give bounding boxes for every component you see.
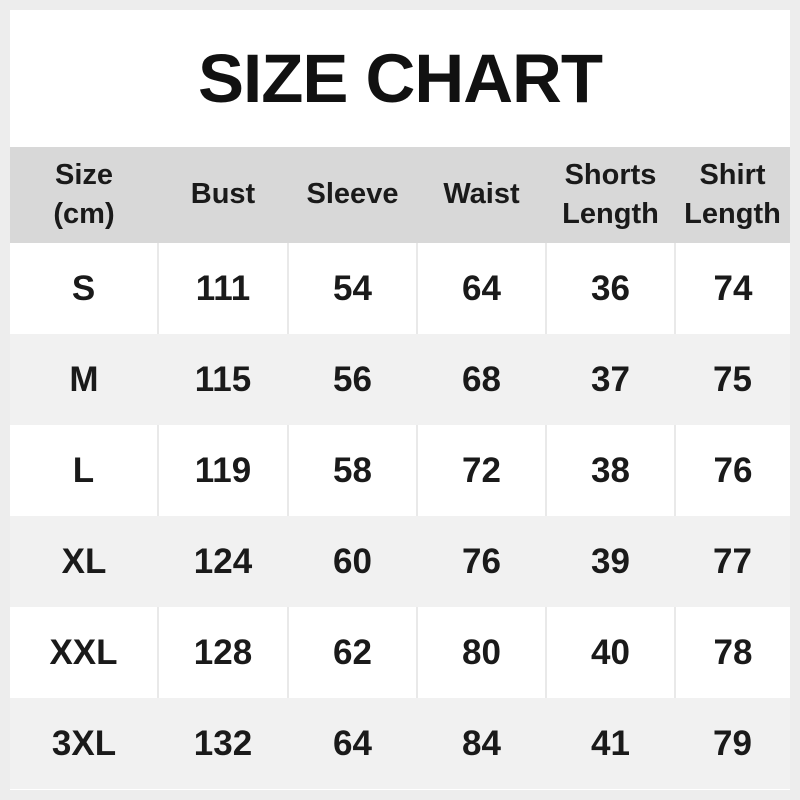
size-label: L bbox=[72, 450, 95, 490]
sleeve-value: 60 bbox=[333, 541, 372, 581]
shorts-length-value: 41 bbox=[591, 723, 630, 763]
sleeve-value: 62 bbox=[287, 607, 417, 698]
col-header-waist: Waist bbox=[417, 147, 546, 243]
shirt-length-value: 77 bbox=[713, 541, 752, 581]
shirt-length-value: 79 bbox=[713, 723, 752, 763]
shirt-length-value: 75 bbox=[713, 359, 752, 399]
col-header-bust: Bust bbox=[158, 147, 288, 243]
size-label: S bbox=[71, 268, 96, 308]
table-row-3xl: 3XL 132 64 84 41 79 bbox=[10, 698, 790, 789]
table-row-xxl: XXL 128 62 80 40 78 bbox=[10, 607, 790, 698]
size-label: M bbox=[69, 359, 99, 399]
waist-value: 72 bbox=[416, 425, 546, 516]
col-header-sleeve: Sleeve bbox=[288, 147, 417, 243]
size-label: 3XL bbox=[51, 723, 117, 763]
title-band: SIZE CHART bbox=[10, 10, 790, 147]
sleeve-value: 64 bbox=[333, 723, 372, 763]
sleeve-value: 58 bbox=[287, 425, 417, 516]
col-header-shorts-length: Shorts Length bbox=[546, 147, 675, 243]
header-row: Size (cm) Bust Sleeve Waist Shorts Lengt… bbox=[10, 147, 790, 243]
waist-value: 80 bbox=[416, 607, 546, 698]
shirt-length-value: 78 bbox=[674, 607, 790, 698]
bust-value: 124 bbox=[193, 541, 253, 581]
page-title: SIZE CHART bbox=[198, 40, 603, 117]
bust-value: 119 bbox=[157, 425, 288, 516]
shirt-length-value: 74 bbox=[674, 243, 790, 334]
waist-value: 84 bbox=[462, 723, 501, 763]
shorts-length-value: 36 bbox=[545, 243, 675, 334]
bust-value: 111 bbox=[157, 243, 288, 334]
col-header-shirt-length: Shirt Length bbox=[675, 147, 790, 243]
table-row-m: M 115 56 68 37 75 bbox=[10, 334, 790, 425]
size-label: XXL bbox=[49, 632, 118, 672]
shorts-length-value: 37 bbox=[591, 359, 630, 399]
bust-value: 132 bbox=[193, 723, 253, 763]
size-chart-panel: SIZE CHART Size (cm) Bust Sleeve Waist S… bbox=[10, 10, 790, 790]
table-row-s: S 111 54 64 36 74 bbox=[10, 243, 790, 334]
table-row-l: L 119 58 72 38 76 bbox=[10, 425, 790, 516]
col-header-size: Size (cm) bbox=[10, 147, 158, 243]
waist-value: 68 bbox=[462, 359, 501, 399]
shorts-length-value: 40 bbox=[545, 607, 675, 698]
sleeve-value: 54 bbox=[287, 243, 417, 334]
shorts-length-value: 38 bbox=[545, 425, 675, 516]
shirt-length-value: 76 bbox=[674, 425, 790, 516]
table-row-xl: XL 124 60 76 39 77 bbox=[10, 516, 790, 607]
waist-value: 64 bbox=[416, 243, 546, 334]
shorts-length-value: 39 bbox=[591, 541, 630, 581]
waist-value: 76 bbox=[462, 541, 501, 581]
sleeve-value: 56 bbox=[333, 359, 372, 399]
bust-value: 128 bbox=[157, 607, 288, 698]
size-table: Size (cm) Bust Sleeve Waist Shorts Lengt… bbox=[10, 147, 790, 789]
bust-value: 115 bbox=[194, 359, 252, 399]
size-label: XL bbox=[61, 541, 107, 581]
